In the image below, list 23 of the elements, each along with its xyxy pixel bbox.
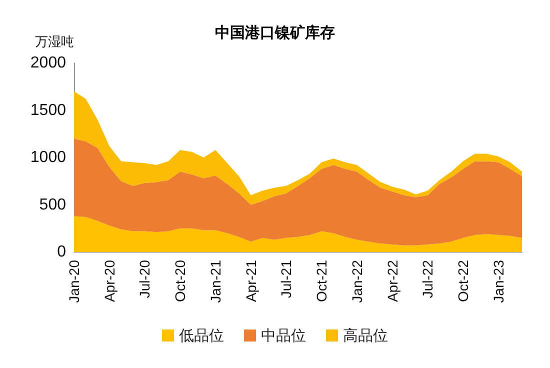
x-tick-label: Oct-21 [314,260,330,302]
legend-label: 中品位 [261,326,306,344]
x-tick-label: Oct-22 [455,260,472,302]
x-tick-label: Jul-22 [420,260,436,298]
y-tick-label: 1000 [30,149,66,166]
x-tick-label: Apr-20 [101,260,118,302]
x-tick-label: Jan-20 [66,260,82,303]
x-tick-label: Apr-22 [384,260,400,302]
y-tick-label: 2000 [30,54,66,72]
legend-label: 低品位 [179,326,224,344]
y-tick-label: 500 [39,196,66,214]
x-tick-label: Oct-20 [172,260,188,302]
y-axis-title: 万湿吨 [35,35,74,50]
x-tick-label: Jan-22 [348,260,365,303]
x-tick-label: Jan-23 [490,260,506,303]
x-tick-label: Apr-21 [242,260,259,302]
x-tick-label: Jul-20 [136,260,153,298]
x-tick-label: Jan-21 [207,260,224,303]
chart-title: 中国港口镍矿库存 [215,24,335,42]
legend-label: 高品位 [343,326,388,344]
y-tick-label: 1500 [30,102,66,119]
y-tick-label: 0 [57,244,66,260]
x-tick-label: Jul-21 [278,260,294,298]
